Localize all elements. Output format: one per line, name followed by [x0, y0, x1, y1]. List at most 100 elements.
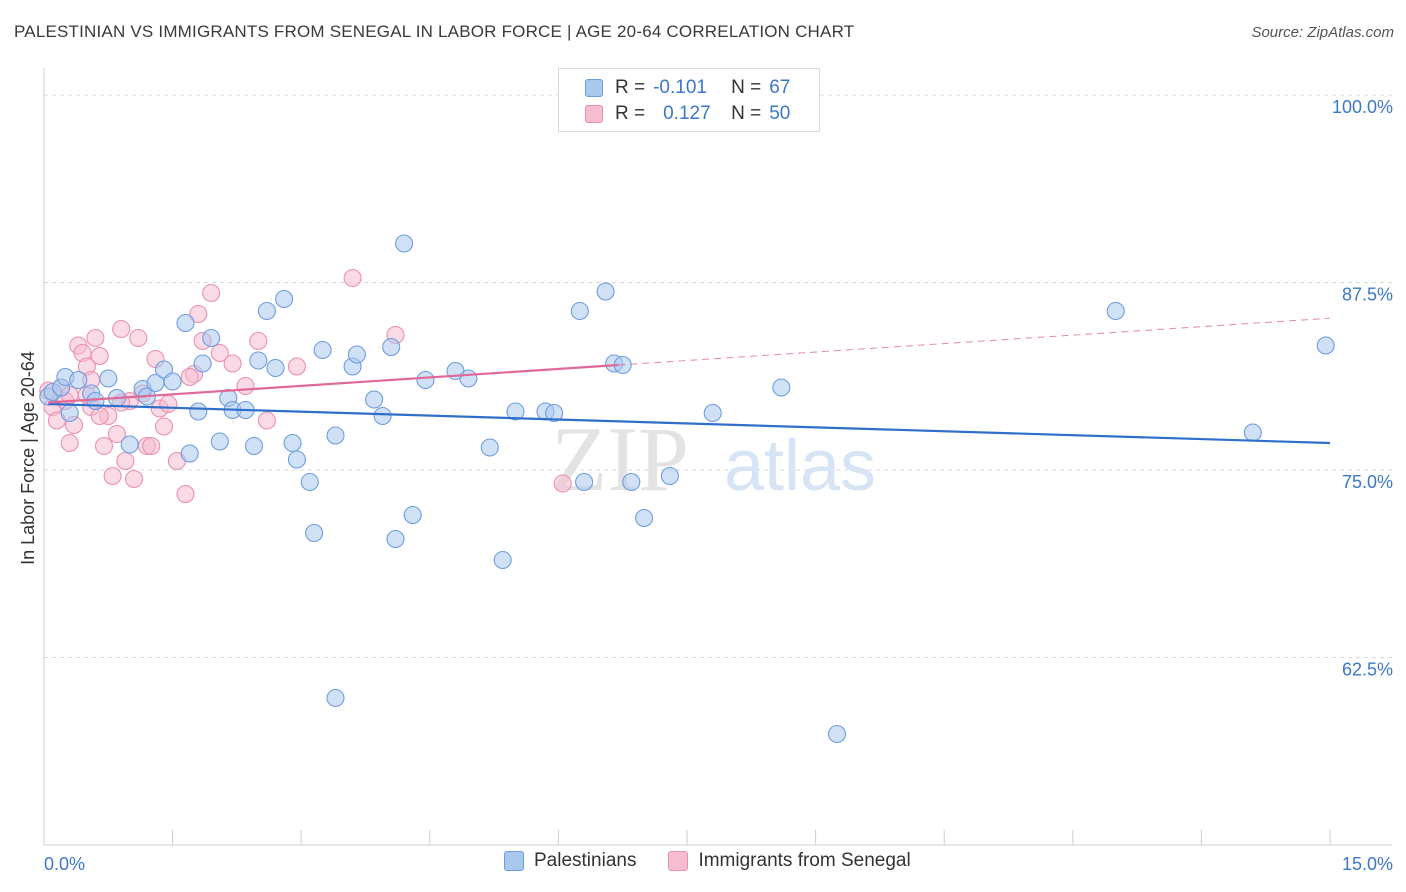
legend-swatch-blue — [585, 79, 603, 97]
point-palestinians — [313, 340, 332, 360]
point-senegal — [154, 417, 174, 436]
point-palestinians — [287, 450, 306, 469]
legend-label: Palestinians — [534, 850, 637, 871]
legend-n-label: N = — [731, 77, 762, 98]
point-palestinians — [163, 372, 182, 391]
legend-item-senegal: Immigrants from Senegal — [668, 850, 911, 872]
chart-title: PALESTINIAN VS IMMIGRANTS FROM SENEGAL I… — [14, 22, 855, 41]
point-palestinians — [1316, 336, 1335, 355]
point-senegal — [210, 343, 229, 363]
point-palestinians — [622, 472, 641, 492]
point-palestinians — [416, 370, 435, 390]
point-palestinians — [305, 523, 324, 543]
point-palestinians — [60, 403, 79, 423]
legend-n-value: 67 — [769, 77, 791, 98]
point-palestinians — [326, 426, 345, 445]
point-senegal — [159, 394, 178, 414]
series-legend: Palestinians Immigrants from Senegal — [504, 850, 943, 872]
y-tick-label: 62.5% — [1342, 660, 1393, 680]
legend-swatch-pink — [585, 105, 603, 123]
point-senegal — [116, 451, 135, 471]
points-layer — [39, 234, 1335, 744]
point-palestinians — [283, 433, 302, 453]
point-palestinians — [193, 354, 212, 373]
point-palestinians — [275, 289, 294, 309]
point-senegal — [176, 484, 195, 504]
point-palestinians — [506, 402, 525, 421]
legend-label: Immigrants from Senegal — [698, 850, 911, 871]
point-palestinians — [703, 403, 722, 423]
point-palestinians — [365, 390, 384, 409]
point-palestinians — [395, 234, 414, 253]
point-palestinians — [480, 438, 499, 457]
stats-legend: R = -0.101 N = 67 R = 0.127 N = 50 — [558, 68, 820, 132]
point-palestinians — [69, 370, 88, 390]
point-palestinians — [660, 466, 679, 486]
point-senegal — [86, 328, 105, 348]
point-palestinians — [300, 472, 319, 492]
point-palestinians — [189, 402, 208, 421]
trend-line-senegal-extension — [618, 317, 1331, 366]
y-tick-label: 75.0% — [1342, 472, 1393, 492]
point-palestinians — [635, 508, 654, 528]
point-palestinians — [827, 724, 847, 744]
point-senegal — [189, 304, 208, 324]
point-senegal — [249, 331, 268, 351]
point-senegal — [94, 436, 114, 456]
point-senegal — [60, 433, 79, 453]
point-senegal — [180, 367, 199, 387]
point-senegal — [257, 411, 276, 430]
point-senegal — [103, 466, 122, 486]
point-palestinians — [382, 337, 401, 357]
trend-layer — [48, 317, 1331, 445]
legend-r-value: -0.101 — [653, 77, 707, 98]
point-senegal — [142, 436, 161, 456]
watermark-atlas: atlas — [724, 426, 876, 506]
point-palestinians — [210, 432, 229, 451]
chart-source: Source: ZipAtlas.com — [1251, 24, 1394, 41]
point-palestinians — [403, 505, 422, 525]
point-senegal — [124, 469, 144, 489]
y-tick-label: 87.5% — [1342, 285, 1393, 305]
point-palestinians — [772, 378, 791, 397]
point-senegal — [90, 346, 109, 366]
point-palestinians — [249, 351, 268, 370]
legend-row-senegal: R = 0.127 N = 50 — [585, 102, 790, 126]
point-palestinians — [1243, 423, 1262, 442]
point-senegal — [129, 328, 148, 348]
point-palestinians — [176, 313, 195, 333]
y-tick-label: 100.0% — [1332, 97, 1393, 117]
legend-row-palestinians: R = -0.101 N = 67 — [585, 76, 790, 100]
point-senegal — [107, 424, 126, 444]
point-senegal — [287, 357, 306, 376]
point-palestinians — [386, 529, 405, 549]
point-palestinians — [575, 472, 594, 492]
legend-swatch-pink — [668, 851, 689, 871]
point-palestinians — [545, 403, 564, 423]
y-axis-title: In Labor Force | Age 20-64 — [18, 351, 38, 565]
point-palestinians — [596, 282, 615, 301]
point-palestinians — [266, 358, 285, 378]
watermark-zip: ZIP — [551, 408, 689, 510]
point-palestinians — [570, 301, 589, 321]
legend-r-value: 0.127 — [663, 103, 711, 124]
legend-r-label: R = — [615, 77, 646, 98]
point-palestinians — [180, 444, 199, 463]
point-palestinians — [86, 391, 105, 411]
point-palestinians — [99, 369, 118, 388]
grid-layer — [44, 94, 1392, 658]
point-palestinians — [459, 369, 478, 388]
point-senegal — [112, 319, 131, 339]
point-senegal — [553, 474, 572, 493]
legend-n-value: 50 — [769, 103, 791, 124]
legend-item-palestinians: Palestinians — [504, 850, 636, 872]
point-senegal — [343, 268, 362, 288]
trend-line-palestinians — [48, 402, 1331, 445]
point-palestinians — [120, 435, 139, 454]
trend-line-senegal — [48, 363, 619, 404]
point-senegal — [90, 406, 109, 426]
x-tick-label: 0.0% — [44, 854, 85, 874]
legend-n-label: N = — [731, 103, 762, 124]
point-palestinians — [493, 550, 512, 570]
